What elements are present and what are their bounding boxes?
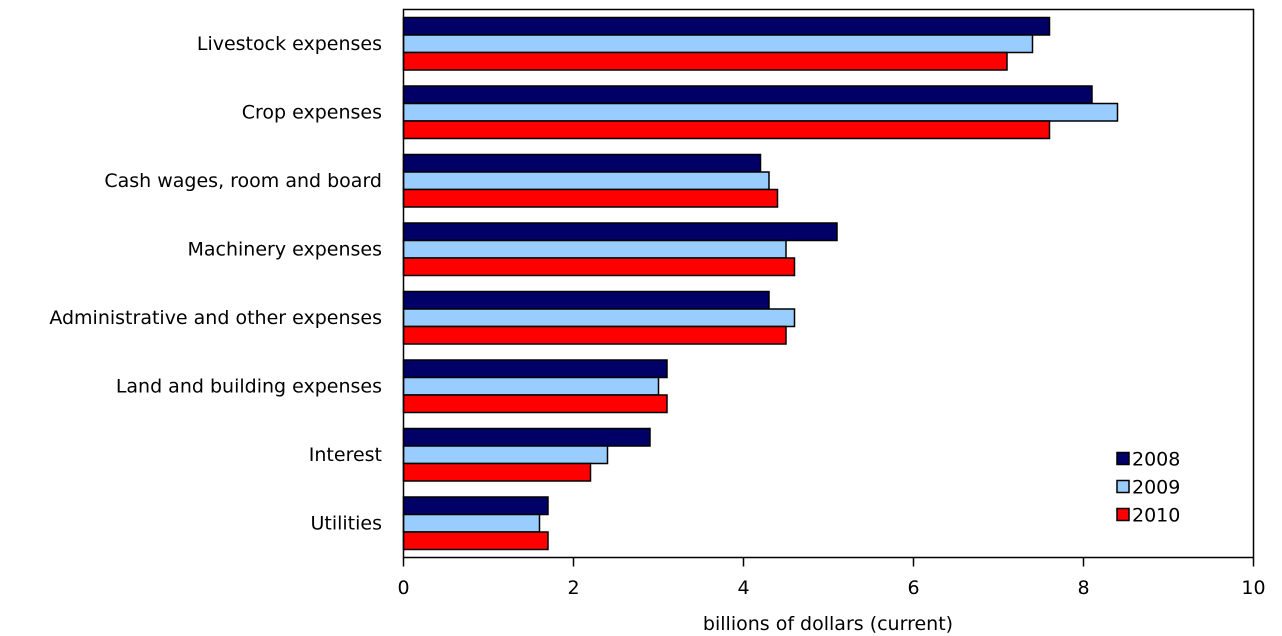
category-labels: Livestock expenses Crop expenses Cash wage… (49, 33, 382, 535)
category-label: Administrative and other expenses (49, 307, 382, 329)
bar-2010 (402, 394, 668, 414)
x-tick-label: 6 (907, 577, 919, 599)
bar-2010 (402, 462, 592, 482)
legend-swatch-2010 (1116, 507, 1130, 522)
bar-2010 (402, 531, 549, 551)
bar-2010 (402, 120, 1051, 140)
legend: 2008 2009 2010 (1116, 449, 1180, 527)
bar-2009 (402, 445, 609, 465)
plot-frame (402, 8, 1255, 559)
legend-swatch-2008 (1116, 451, 1130, 466)
bar-2008 (402, 496, 549, 516)
x-tick-label: 0 (397, 577, 409, 599)
x-tick-label: 8 (1077, 577, 1089, 599)
bar-2009 (402, 102, 1119, 122)
category-label: Livestock expenses (197, 33, 382, 55)
bar-2008 (402, 427, 651, 447)
bar-2009 (402, 308, 796, 328)
bar-2009 (402, 513, 541, 533)
category-label: Crop expenses (242, 101, 382, 123)
category-label: Utilities (310, 512, 382, 534)
x-tick-label: 10 (1241, 577, 1265, 599)
bar-2008 (402, 85, 1093, 105)
bar-2009 (402, 171, 770, 191)
x-tick-label: 2 (567, 577, 579, 599)
bar-2009 (402, 34, 1034, 54)
bar-2008 (402, 290, 770, 310)
category-label: Land and building expenses (116, 375, 382, 397)
bar-2008 (402, 222, 838, 242)
x-tick-label: 4 (737, 577, 749, 599)
bar-2010 (402, 257, 796, 277)
bar-2010 (402, 325, 787, 345)
bar-2009 (402, 376, 660, 396)
legend-label-2010: 2010 (1132, 505, 1180, 527)
bar-2008 (402, 153, 762, 173)
category-label: Cash wages, room and board (104, 170, 382, 192)
legend-label-2009: 2009 (1132, 477, 1180, 499)
bar-2009 (402, 239, 787, 259)
legend-label-2008: 2008 (1132, 449, 1180, 471)
bar-2010 (402, 51, 1008, 71)
category-label: Machinery expenses (187, 238, 382, 260)
legend-swatch-2009 (1116, 479, 1130, 494)
bar-2008 (402, 359, 668, 379)
bar-2008 (402, 16, 1051, 36)
x-axis-ticks: 0 2 4 6 8 10 (397, 557, 1266, 599)
bars-layer (402, 16, 1119, 551)
x-axis-title: billions of dollars (current) (703, 613, 953, 635)
category-label: Interest (309, 444, 382, 466)
bar-2010 (402, 188, 779, 208)
